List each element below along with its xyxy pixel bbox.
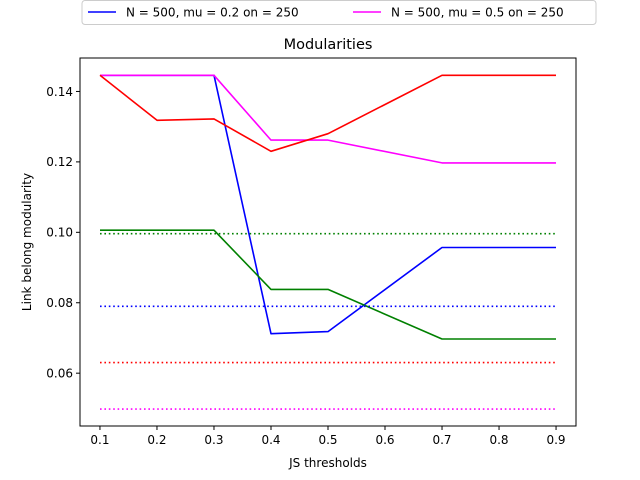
y-tick-label: 0.14 [46, 85, 73, 99]
series-line-3 [100, 229, 556, 340]
y-axis-label: Link belong modularity [20, 173, 34, 311]
x-tick-label: 0.8 [489, 433, 508, 447]
series-line-2 [99, 74, 556, 153]
chart-title: Modularities [284, 37, 373, 53]
legend-frame [81, 0, 597, 25]
x-tick-label: 0.3 [204, 433, 223, 447]
x-tick-label: 0.1 [90, 433, 109, 447]
y-tick-label: 0.06 [46, 366, 73, 380]
x-tick-label: 0.2 [147, 433, 166, 447]
x-tick-label: 0.4 [261, 433, 280, 447]
y-tick-label: 0.12 [46, 155, 73, 169]
x-axis-label: JS thresholds [288, 456, 367, 470]
legend-label: N = 500, mu = 0.5 on = 250 [391, 6, 564, 20]
y-axis-ticks: 0.06 0.08 0.10 0.12 0.14 [46, 85, 80, 380]
x-tick-label: 0.6 [375, 433, 394, 447]
x-axis-ticks: 0.1 0.2 0.3 0.4 0.5 0.6 0.7 0.8 0.9 [90, 426, 566, 447]
y-tick-label: 0.10 [46, 226, 73, 240]
legend-label: N = 500, mu = 0.2 on = 250 [126, 6, 299, 20]
x-tick-label: 0.7 [432, 433, 451, 447]
series-line-1 [100, 74, 556, 164]
x-tick-label: 0.5 [318, 433, 337, 447]
legend: N = 500, mu = 0.2 on = 250 N = 500, mu = … [81, 0, 597, 25]
y-tick-label: 0.08 [46, 296, 73, 310]
x-tick-label: 0.9 [546, 433, 565, 447]
plot-lines [99, 74, 556, 410]
